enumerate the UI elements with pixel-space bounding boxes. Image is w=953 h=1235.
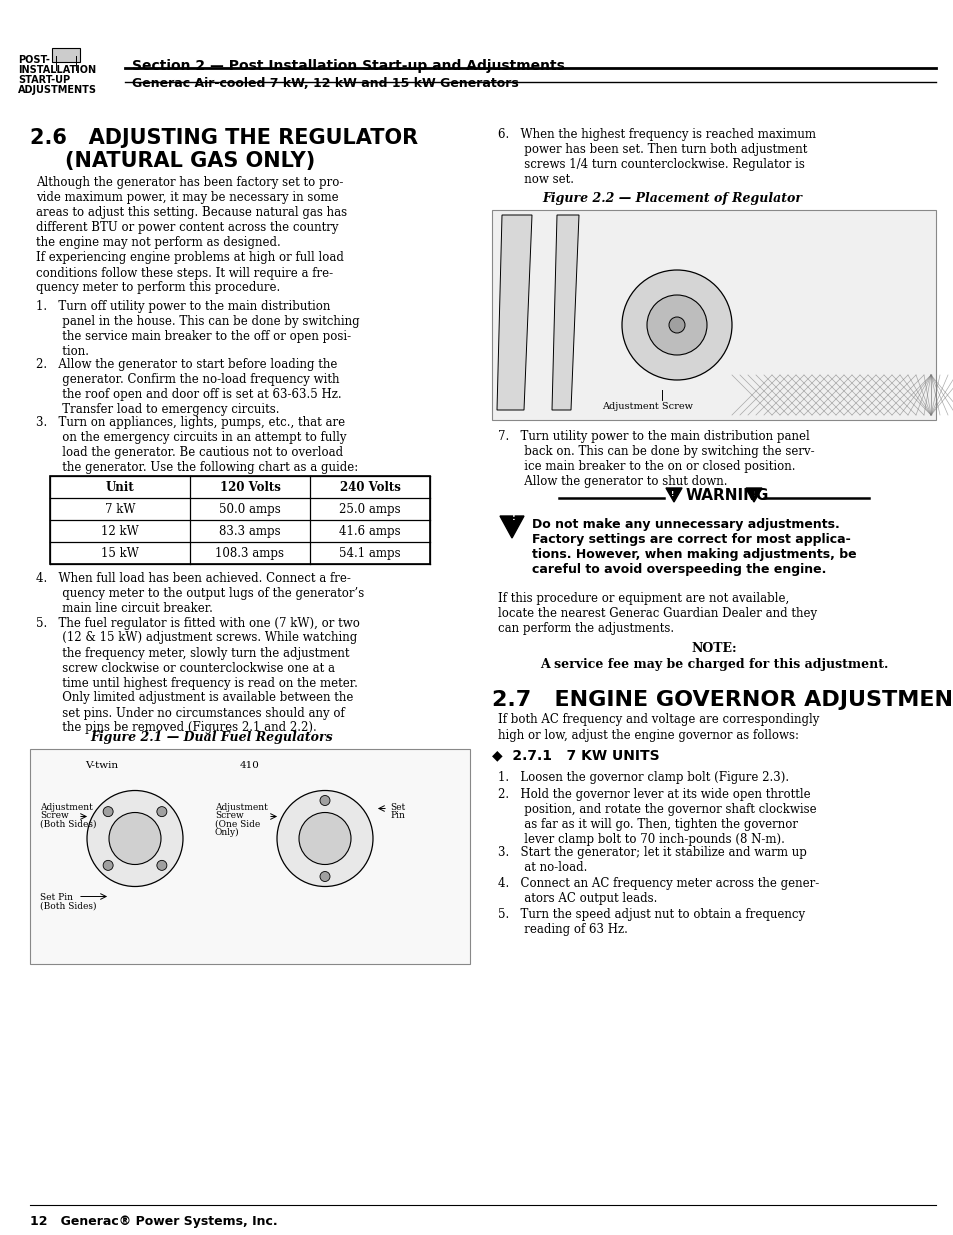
Text: 2.6   ADJUSTING THE REGULATOR: 2.6 ADJUSTING THE REGULATOR: [30, 128, 417, 148]
Text: START-UP: START-UP: [18, 75, 71, 85]
Text: 12 kW: 12 kW: [101, 525, 139, 538]
Text: !: !: [512, 513, 516, 522]
Text: If both AC frequency and voltage are correspondingly
high or low, adjust the eng: If both AC frequency and voltage are cor…: [497, 714, 819, 741]
Text: V-twin: V-twin: [85, 761, 118, 769]
Text: Adjustment: Adjustment: [40, 804, 92, 813]
Text: If experiencing engine problems at high or full load
conditions follow these ste: If experiencing engine problems at high …: [36, 252, 343, 294]
Text: Section 2 — Post Installation Start-up and Adjustments: Section 2 — Post Installation Start-up a…: [132, 59, 564, 73]
Text: (Both Sides): (Both Sides): [40, 820, 96, 829]
Bar: [50, 475, 430, 564]
Bar: [30, 748, 470, 963]
Circle shape: [87, 790, 183, 887]
Text: 5.   Turn the speed adjust nut to obtain a frequency
       reading of 63 Hz.: 5. Turn the speed adjust nut to obtain a…: [497, 908, 804, 936]
Polygon shape: [499, 516, 523, 538]
Circle shape: [276, 790, 373, 887]
Text: 25.0 amps: 25.0 amps: [339, 503, 400, 516]
Text: 108.3 amps: 108.3 amps: [215, 547, 284, 559]
Text: 83.3 amps: 83.3 amps: [219, 525, 280, 538]
Text: Adjustment: Adjustment: [214, 804, 268, 813]
Text: Screw: Screw: [214, 811, 244, 820]
Text: POST-: POST-: [18, 56, 50, 65]
Circle shape: [103, 806, 113, 816]
Text: If this procedure or equipment are not available,
locate the nearest Generac Gua: If this procedure or equipment are not a…: [497, 592, 817, 635]
Bar: [492, 210, 935, 420]
Text: ◆  2.7.1   7 KW UNITS: ◆ 2.7.1 7 KW UNITS: [492, 748, 659, 762]
Text: !: !: [752, 492, 755, 496]
Circle shape: [109, 813, 161, 864]
Text: 2.7   ENGINE GOVERNOR ADJUSTMENT: 2.7 ENGINE GOVERNOR ADJUSTMENT: [492, 689, 953, 709]
Text: 3.   Start the generator; let it stabilize and warm up
       at no-load.: 3. Start the generator; let it stabilize…: [497, 846, 806, 874]
Circle shape: [319, 872, 330, 882]
Text: Set Pin: Set Pin: [40, 893, 73, 903]
Text: Do not make any unnecessary adjustments.
Factory settings are correct for most a: Do not make any unnecessary adjustments.…: [532, 517, 856, 576]
Text: 120 Volts: 120 Volts: [219, 480, 280, 494]
Polygon shape: [552, 215, 578, 410]
Polygon shape: [497, 215, 532, 410]
Text: 4.   Connect an AC frequency meter across the gener-
       ators AC output lead: 4. Connect an AC frequency meter across …: [497, 877, 819, 905]
Circle shape: [298, 813, 351, 864]
Text: 4.   When full load has been achieved. Connect a fre-
       quency meter to the: 4. When full load has been achieved. Con…: [36, 572, 364, 615]
Text: 2.   Hold the governor lever at its wide open throttle
       position, and rota: 2. Hold the governor lever at its wide o…: [497, 788, 816, 846]
Text: Although the generator has been factory set to pro-
vide maximum power, it may b: Although the generator has been factory …: [36, 177, 347, 249]
Circle shape: [621, 270, 731, 380]
Text: 41.6 amps: 41.6 amps: [339, 525, 400, 538]
Text: ADJUSTMENTS: ADJUSTMENTS: [18, 85, 97, 95]
Text: 2.   Allow the generator to start before loading the
       generator. Confirm t: 2. Allow the generator to start before l…: [36, 358, 341, 416]
Text: Generac Air-cooled 7 kW, 12 kW and 15 kW Generators: Generac Air-cooled 7 kW, 12 kW and 15 kW…: [132, 77, 518, 90]
Text: 1.   Loosen the governor clamp bolt (Figure 2.3).: 1. Loosen the governor clamp bolt (Figur…: [497, 771, 788, 783]
Text: 1.   Turn off utility power to the main distribution
       panel in the house. : 1. Turn off utility power to the main di…: [36, 300, 359, 358]
Circle shape: [156, 806, 167, 816]
Text: 6.   When the highest frequency is reached maximum
       power has been set. Th: 6. When the highest frequency is reached…: [497, 128, 815, 186]
Circle shape: [103, 861, 113, 871]
Text: 5.   The fuel regulator is fitted with one (7 kW), or two
       (12 & 15 kW) ad: 5. The fuel regulator is fitted with one…: [36, 616, 359, 735]
Text: NOTE:: NOTE:: [691, 642, 736, 656]
Text: 50.0 amps: 50.0 amps: [219, 503, 280, 516]
Text: (One Side: (One Side: [214, 820, 260, 829]
Text: 54.1 amps: 54.1 amps: [339, 547, 400, 559]
Text: 15 kW: 15 kW: [101, 547, 139, 559]
Text: 12   Generac® Power Systems, Inc.: 12 Generac® Power Systems, Inc.: [30, 1215, 277, 1228]
Text: Unit: Unit: [106, 480, 134, 494]
Text: 240 Volts: 240 Volts: [339, 480, 400, 494]
Circle shape: [319, 795, 330, 805]
Text: Figure 2.2 — Placement of Regulator: Figure 2.2 — Placement of Regulator: [541, 191, 801, 205]
Circle shape: [646, 295, 706, 354]
Text: WARNING: WARNING: [685, 488, 768, 503]
Text: Screw: Screw: [40, 811, 69, 820]
Text: 7.   Turn utility power to the main distribution panel
       back on. This can : 7. Turn utility power to the main distri…: [497, 430, 814, 488]
Text: (Both Sides): (Both Sides): [40, 902, 96, 910]
Text: INSTALLATION: INSTALLATION: [18, 65, 96, 75]
Text: Pin: Pin: [390, 811, 404, 820]
Text: Only): Only): [214, 827, 239, 836]
Text: 3.   Turn on appliances, lights, pumps, etc., that are
       on the emergency c: 3. Turn on appliances, lights, pumps, et…: [36, 416, 358, 474]
Circle shape: [156, 861, 167, 871]
Text: 410: 410: [240, 761, 259, 769]
Circle shape: [668, 317, 684, 333]
Text: (NATURAL GAS ONLY): (NATURAL GAS ONLY): [65, 151, 314, 170]
Text: Figure 2.1 — Dual Fuel Regulators: Figure 2.1 — Dual Fuel Regulators: [90, 730, 333, 743]
Polygon shape: [665, 488, 681, 501]
Text: A service fee may be charged for this adjustment.: A service fee may be charged for this ad…: [539, 658, 887, 671]
Bar: [52, 48, 80, 62]
Polygon shape: [745, 488, 761, 501]
Text: !: !: [671, 492, 674, 496]
Bar: [492, 748, 935, 768]
Text: Adjustment Screw: Adjustment Screw: [601, 403, 692, 411]
Text: Set: Set: [390, 804, 405, 813]
Text: 7 kW: 7 kW: [105, 503, 135, 516]
